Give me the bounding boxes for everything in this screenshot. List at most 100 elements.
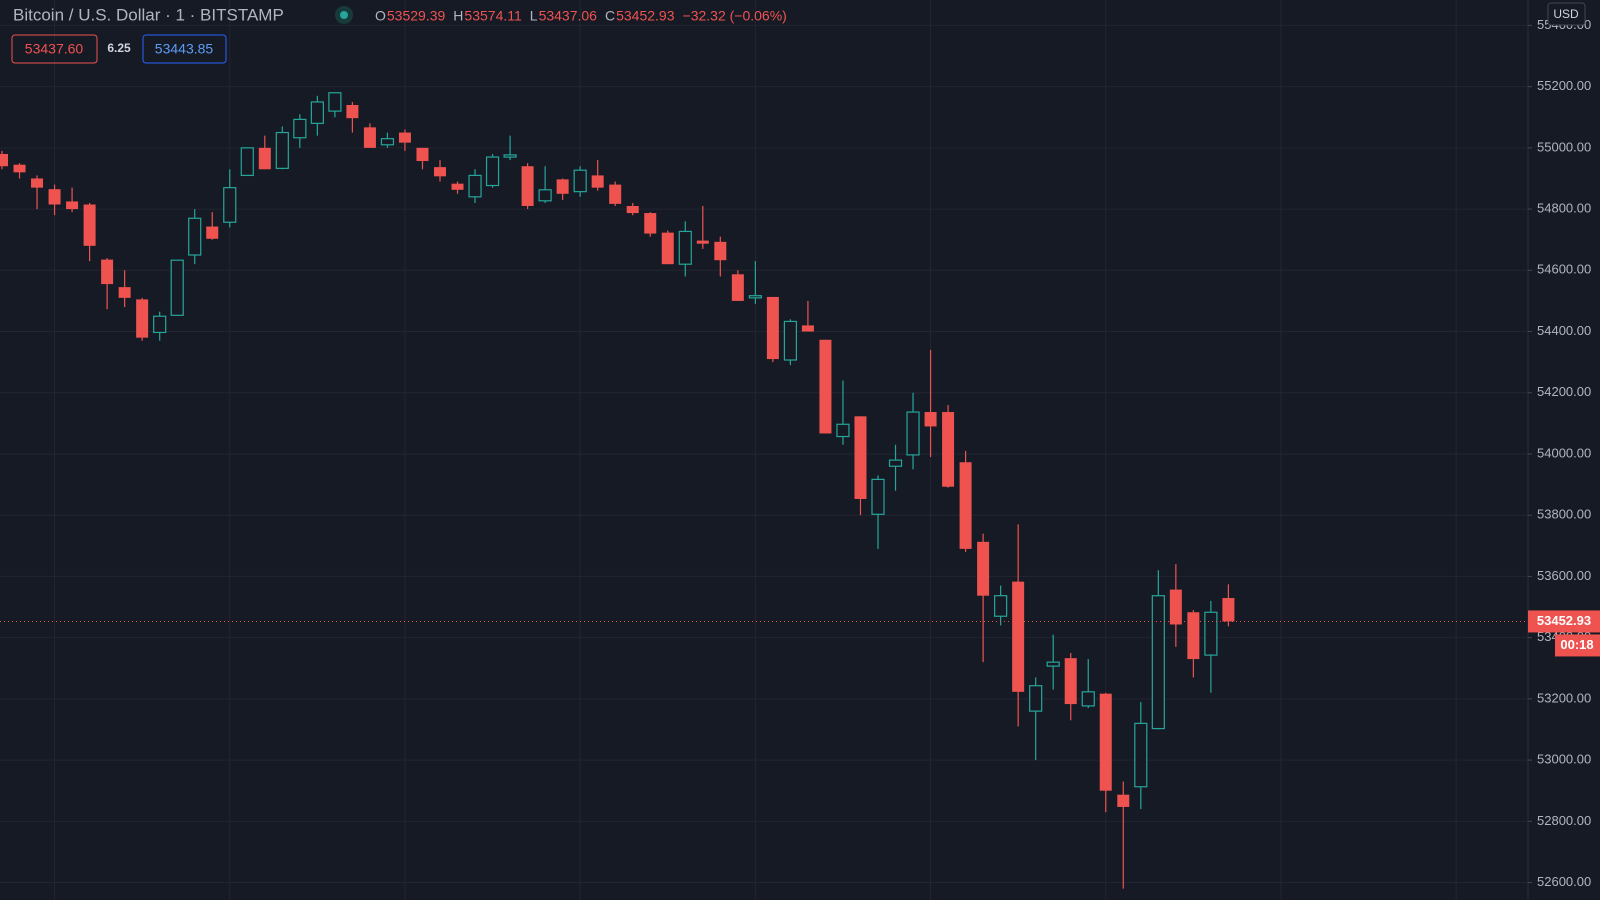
candle-body xyxy=(66,201,79,210)
candle-body xyxy=(819,339,832,434)
candle-body xyxy=(485,156,500,187)
candle-body xyxy=(188,217,202,256)
candle-body xyxy=(136,299,149,338)
candle-body xyxy=(801,325,814,332)
y-tick-label: 53200.00 xyxy=(1537,690,1591,705)
candle-body xyxy=(556,179,569,194)
ohlc-value: 53452.93 xyxy=(616,8,675,24)
candle-body xyxy=(644,213,657,234)
candle-body xyxy=(1151,595,1165,730)
ohlc-value: 53574.11 xyxy=(464,8,522,24)
candles xyxy=(0,92,1235,889)
candle-body xyxy=(1012,581,1025,692)
candle-body xyxy=(310,101,324,124)
currency[interactable]: USD xyxy=(1553,7,1579,21)
candle-body xyxy=(1187,612,1200,660)
candle-body xyxy=(398,132,411,143)
candle-body xyxy=(521,166,534,207)
candle-body xyxy=(101,259,114,285)
candle-body xyxy=(153,315,167,334)
grid xyxy=(0,0,1528,900)
candle-body xyxy=(977,541,990,596)
candle-body xyxy=(731,274,744,301)
countdown: 00:18 xyxy=(1560,637,1593,652)
candle-body xyxy=(714,241,727,261)
ohlc-key: C xyxy=(605,8,615,24)
ask-box[interactable] xyxy=(142,34,227,64)
ask-price[interactable]: 53443.85 xyxy=(155,41,214,57)
countdown-tag xyxy=(1555,634,1600,657)
bid-price[interactable]: 53437.60 xyxy=(25,41,84,57)
candle-body xyxy=(346,105,359,119)
candle-body xyxy=(206,226,219,239)
candle-body xyxy=(766,296,779,360)
symbol-title[interactable]: Bitcoin / U.S. Dollar · 1 · BITSTAMP xyxy=(13,5,284,24)
ohlc-value: 53529.39 xyxy=(387,8,446,24)
last-price-tag xyxy=(1528,610,1600,633)
y-tick-label: 52800.00 xyxy=(1537,813,1591,828)
candle-body xyxy=(959,462,972,549)
candle-body xyxy=(1222,598,1235,622)
ohlc-key: O xyxy=(375,8,386,24)
ohlc-value: 53437.06 xyxy=(539,8,598,24)
candle-body xyxy=(48,189,61,205)
y-tick-label: 54000.00 xyxy=(1537,445,1591,460)
candle-body xyxy=(434,167,446,177)
candle-body xyxy=(609,184,622,204)
y-tick-label: 55000.00 xyxy=(1537,139,1591,154)
status-dot xyxy=(340,11,348,19)
candle-body xyxy=(416,147,429,162)
candle-body xyxy=(836,423,850,438)
candle-body xyxy=(1081,691,1095,707)
spread: 6.25 xyxy=(107,41,131,55)
candle-body xyxy=(1117,794,1130,807)
candle-body xyxy=(380,138,395,146)
candle-body xyxy=(1169,589,1182,625)
candle-body xyxy=(170,259,184,316)
ohlc-key: H xyxy=(453,8,463,24)
price-change: −32.32 (−0.06%) xyxy=(683,8,787,24)
candle-body xyxy=(573,169,587,193)
y-tick-label: 54200.00 xyxy=(1537,384,1591,399)
candle-body xyxy=(871,478,885,515)
y-tick-label: 53600.00 xyxy=(1537,568,1591,583)
bid-box[interactable] xyxy=(11,34,98,64)
candle-body xyxy=(240,147,254,177)
candle-body xyxy=(994,595,1008,617)
candle-body xyxy=(591,175,604,188)
candle-body xyxy=(678,230,692,265)
candle-body xyxy=(468,174,482,198)
candle-body xyxy=(118,287,131,298)
y-tick-label: 54400.00 xyxy=(1537,323,1591,338)
y-tick-label: 54600.00 xyxy=(1537,262,1591,277)
candle-body xyxy=(538,189,552,202)
candle-body xyxy=(31,178,44,188)
candle-body xyxy=(1204,611,1218,656)
candle-body xyxy=(924,412,937,427)
candle-body xyxy=(0,153,8,167)
candle-body xyxy=(626,206,639,214)
y-tick-label: 52600.00 xyxy=(1537,874,1591,889)
scale: 52600.0052800.0053000.0053200.0053400.00… xyxy=(1528,17,1600,889)
candle-body xyxy=(906,411,920,456)
price-scale xyxy=(1528,0,1600,900)
candle-body xyxy=(293,118,307,139)
candle-body xyxy=(942,412,955,487)
y-tick-label: 55200.00 xyxy=(1537,78,1591,93)
candle-body xyxy=(854,416,867,499)
candle-body xyxy=(1029,685,1043,712)
candle-body xyxy=(696,240,709,244)
y-tick-label: 53000.00 xyxy=(1537,752,1591,767)
ohlc-legend: O 53529.39 H 53574.11 L 53437.06 C 53452.93 −32.… xyxy=(375,8,787,24)
ohlc-key: L xyxy=(530,8,538,24)
candle-body xyxy=(258,147,271,170)
candle-body xyxy=(1099,693,1112,791)
currency-box[interactable] xyxy=(1547,2,1586,26)
candle-body xyxy=(1134,722,1148,788)
y-tick-label: 53800.00 xyxy=(1537,507,1591,522)
candle-body xyxy=(783,320,798,361)
candle-body xyxy=(328,92,342,112)
